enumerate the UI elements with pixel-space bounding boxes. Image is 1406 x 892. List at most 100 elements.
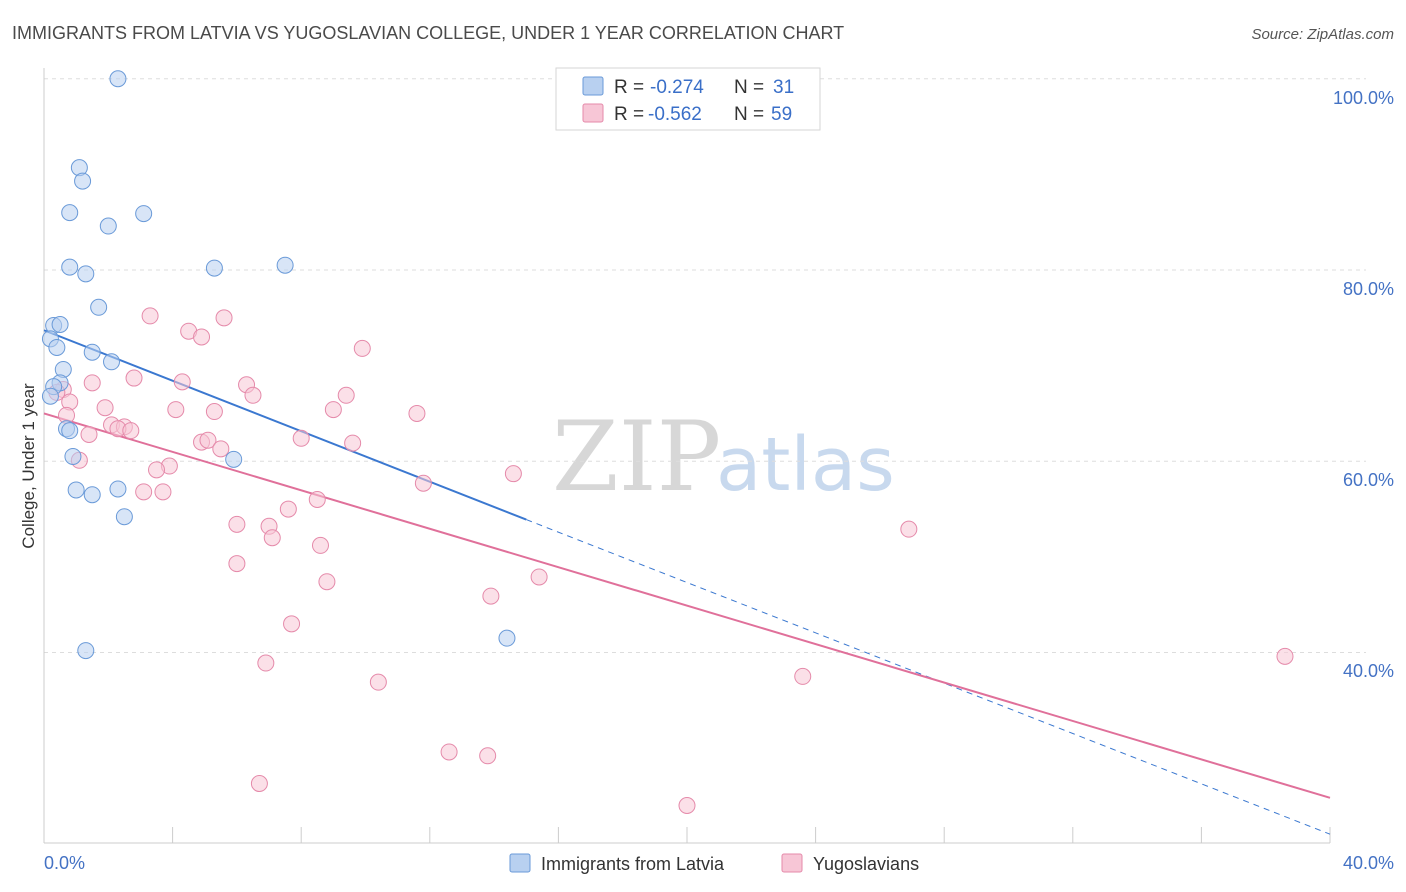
point-latvia [51,316,69,334]
point-latvia [67,481,85,499]
point-yugoslavians [83,374,101,392]
source-label: Source: ZipAtlas.com [1251,26,1394,43]
trend-line-latvia [43,329,527,521]
point-yugoslavians [414,474,432,492]
point-yugoslavians [308,491,326,508]
point-latvia [61,204,79,222]
point-yugoslavians [173,373,191,391]
point-yugoslavians [244,386,262,404]
point-yugoslavians [279,500,297,518]
point-latvia [135,205,153,223]
axis-layer [43,68,1331,844]
point-latvia [41,387,59,405]
point-yugoslavians [353,339,371,357]
point-latvia [77,265,95,283]
point-latvia [109,480,127,498]
point-latvia [77,642,95,660]
stats-legend: R = -0.274 N = 31 R = -0.562 N = 59 [555,67,821,131]
point-latvia [99,217,117,235]
point-yugoslavians [193,328,211,346]
series-legend-swatch-yugoslavians [781,853,803,873]
legend-r-label-yugoslavians: R = [614,104,644,125]
point-yugoslavians [148,461,166,479]
point-yugoslavians [80,425,98,443]
legend-n-value-latvia: 31 [773,77,794,98]
point-yugoslavians [263,529,281,547]
series-legend: Immigrants from Latvia Yugoslavians [509,853,919,874]
point-yugoslavians [215,309,233,327]
legend-swatch-latvia [582,76,604,96]
point-latvia [83,343,101,361]
point-yugoslavians [482,587,500,605]
trend-line-yugoslavians [43,412,1331,799]
point-yugoslavians [283,615,301,633]
y-axis-label: College, Under 1 year [19,383,38,549]
y-tick-label-80: 80.0% [1343,279,1394,299]
point-latvia [90,298,108,316]
series-legend-swatch-latvia [509,853,531,873]
point-yugoslavians [479,747,497,765]
point-yugoslavians [257,654,275,672]
watermark-zip: ZIP [552,401,721,513]
point-yugoslavians [408,404,426,422]
point-latvia [225,450,243,468]
point-yugoslavians [311,536,329,554]
point-yugoslavians [344,434,362,452]
point-yugoslavians [504,465,522,483]
legend-r-value-latvia: -0.274 [650,77,704,98]
point-yugoslavians [250,775,268,793]
point-yugoslavians [440,743,458,761]
point-yugoslavians [369,673,387,691]
point-yugoslavians [125,369,143,387]
point-latvia [83,486,101,504]
point-yugoslavians [96,399,114,417]
point-yugoslavians [135,483,153,501]
point-latvia [115,508,133,526]
point-latvia [64,447,82,465]
point-latvia [48,338,66,356]
watermark-atlas: atlas [716,422,895,508]
trend-layer [43,329,1331,835]
point-yugoslavians [337,386,355,404]
point-yugoslavians [228,555,246,573]
point-yugoslavians [154,483,172,501]
point-latvia [61,422,79,440]
point-yugoslavians [199,431,217,449]
legend-n-label-yugoslavians: N = [734,104,764,125]
legend-n-value-yugoslavians: 59 [771,104,792,125]
point-latvia [61,258,79,276]
legend-r-value-yugoslavians: -0.562 [648,104,702,125]
point-yugoslavians [794,667,812,685]
series-legend-label-latvia: Immigrants from Latvia [541,854,725,874]
point-latvia [103,353,121,371]
point-yugoslavians [167,401,185,419]
series-legend-label-yugoslavians: Yugoslavians [813,854,919,874]
point-yugoslavians [678,797,696,814]
point-yugoslavians [318,573,336,591]
point-yugoslavians [212,440,230,458]
point-yugoslavians [292,429,310,447]
point-yugoslavians [141,307,159,325]
legend-r-label-latvia: R = [614,77,644,98]
point-latvia [74,172,92,190]
point-latvia [276,256,294,274]
y-tick-label-60: 60.0% [1343,470,1394,490]
point-yugoslavians [228,515,246,533]
points-layer [41,70,1294,814]
point-yugoslavians [530,568,548,586]
point-yugoslavians [324,401,342,419]
x-tick-label-min: 0.0% [44,853,85,873]
chart-title: IMMIGRANTS FROM LATVIA VS YUGOSLAVIAN CO… [12,23,844,43]
point-latvia [205,259,223,277]
legend-n-label-latvia: N = [734,77,764,98]
point-latvia [109,70,127,88]
point-yugoslavians [205,403,223,421]
y-tick-label-100: 100.0% [1333,88,1394,108]
point-yugoslavians [900,520,918,538]
legend-swatch-yugoslavians [582,103,604,123]
x-tick-label-max: 40.0% [1343,853,1394,873]
point-yugoslavians [122,422,140,440]
y-tick-label-40: 40.0% [1343,661,1394,681]
